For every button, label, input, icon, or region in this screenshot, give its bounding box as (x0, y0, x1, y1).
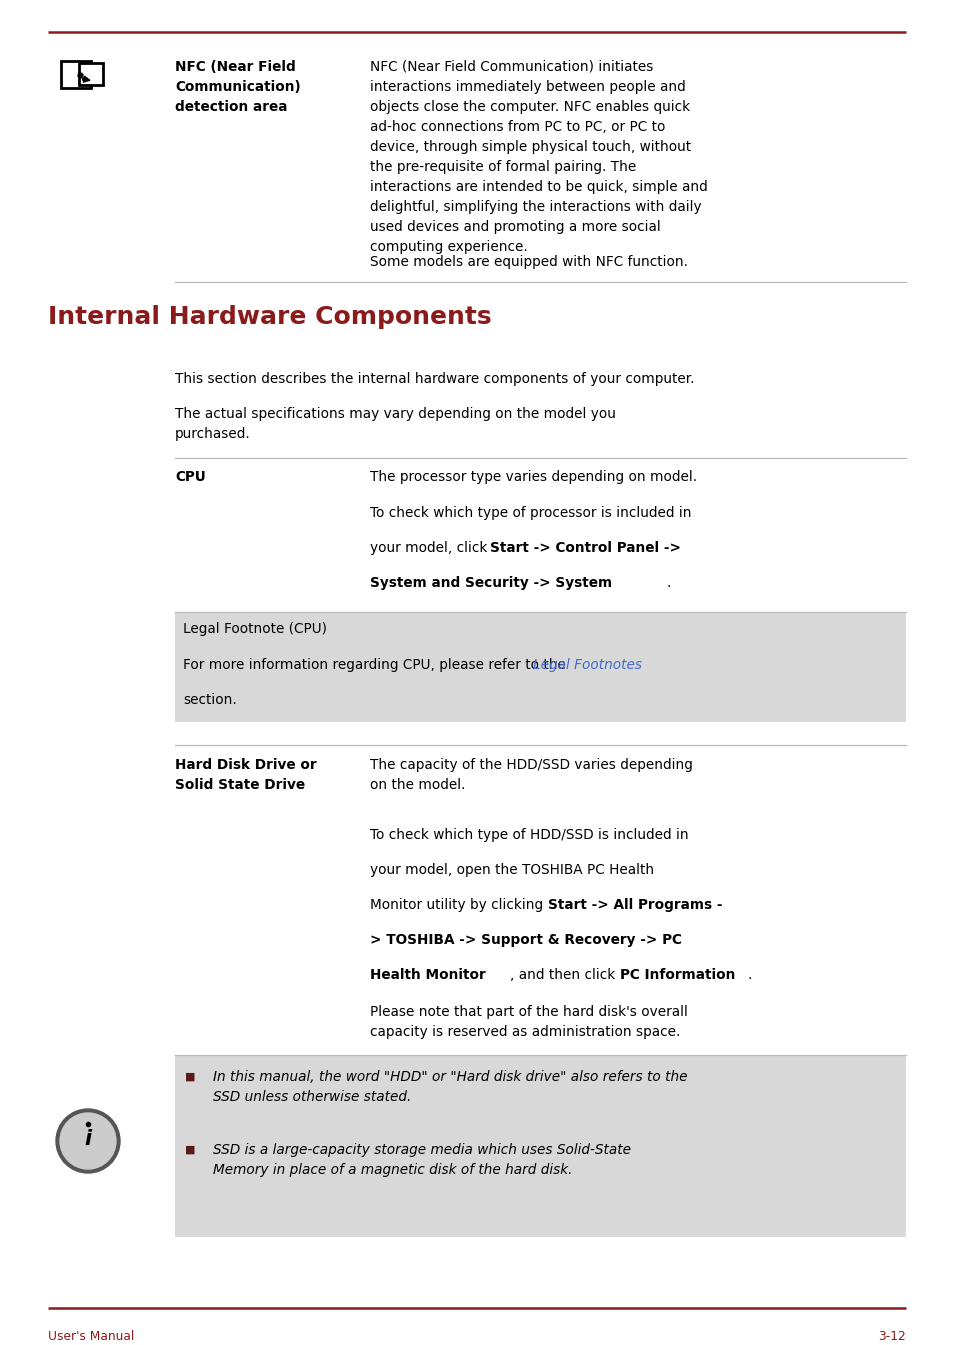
Text: i: i (85, 1128, 91, 1149)
Text: The actual specifications may vary depending on the model you
purchased.: The actual specifications may vary depen… (174, 408, 616, 441)
Text: Internal Hardware Components: Internal Hardware Components (48, 305, 491, 330)
Bar (174, 612, 905, 722)
Text: your model, click: your model, click (370, 541, 491, 555)
Text: .: . (746, 968, 751, 982)
Circle shape (60, 1114, 116, 1169)
FancyBboxPatch shape (61, 61, 91, 87)
Text: For more information regarding CPU, please refer to the: For more information regarding CPU, plea… (183, 658, 570, 672)
Text: NFC (Near Field
Communication)
detection area: NFC (Near Field Communication) detection… (174, 61, 300, 114)
Text: Hard Disk Drive or
Solid State Drive: Hard Disk Drive or Solid State Drive (174, 759, 316, 792)
Text: Monitor utility by clicking: Monitor utility by clicking (370, 898, 547, 912)
Text: Health Monitor: Health Monitor (370, 968, 485, 982)
Text: PC Information: PC Information (619, 968, 735, 982)
Text: ■: ■ (185, 1145, 195, 1155)
Text: Start -> Control Panel ->: Start -> Control Panel -> (490, 541, 680, 555)
Text: SSD is a large-capacity storage media which uses Solid-State
Memory in place of : SSD is a large-capacity storage media wh… (213, 1143, 630, 1177)
Text: User's Manual: User's Manual (48, 1330, 134, 1344)
Text: To check which type of processor is included in: To check which type of processor is incl… (370, 506, 691, 521)
Text: In this manual, the word "HDD" or "Hard disk drive" also refers to the
SSD unles: In this manual, the word "HDD" or "Hard … (213, 1071, 687, 1104)
Text: Please note that part of the hard disk's overall
capacity is reserved as adminis: Please note that part of the hard disk's… (370, 1005, 687, 1040)
Text: your model, open the TOSHIBA PC Health: your model, open the TOSHIBA PC Health (370, 863, 654, 877)
Text: Legal Footnote (CPU): Legal Footnote (CPU) (183, 621, 327, 636)
Text: ■: ■ (185, 1072, 195, 1081)
Text: NFC (Near Field Communication) initiates
interactions immediately between people: NFC (Near Field Communication) initiates… (370, 61, 707, 254)
Text: System and Security -> System: System and Security -> System (370, 576, 612, 590)
Text: Start -> All Programs -: Start -> All Programs - (547, 898, 721, 912)
Text: 3-12: 3-12 (878, 1330, 905, 1344)
Text: section.: section. (183, 693, 236, 707)
Text: , and then click: , and then click (510, 968, 619, 982)
Bar (174, 1054, 905, 1237)
Text: The processor type varies depending on model.: The processor type varies depending on m… (370, 469, 697, 484)
Circle shape (56, 1110, 120, 1173)
FancyBboxPatch shape (79, 63, 103, 85)
Text: This section describes the internal hardware components of your computer.: This section describes the internal hard… (174, 373, 694, 386)
Text: To check which type of HDD/SSD is included in: To check which type of HDD/SSD is includ… (370, 829, 688, 842)
Text: Legal Footnotes: Legal Footnotes (533, 658, 641, 672)
Text: > TOSHIBA -> Support & Recovery -> PC: > TOSHIBA -> Support & Recovery -> PC (370, 933, 681, 947)
Text: Some models are equipped with NFC function.: Some models are equipped with NFC functi… (370, 256, 687, 269)
Text: .: . (666, 576, 671, 590)
Text: CPU: CPU (174, 469, 206, 484)
Text: The capacity of the HDD/SSD varies depending
on the model.: The capacity of the HDD/SSD varies depen… (370, 759, 692, 792)
